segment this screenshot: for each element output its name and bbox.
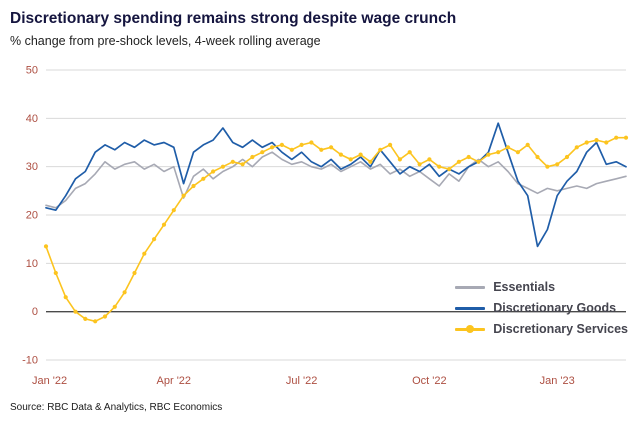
series-marker-dot (181, 193, 186, 198)
series-line-discretionary-services (45, 136, 627, 323)
series-marker-dot (309, 140, 314, 145)
series-marker-dot (427, 157, 432, 162)
series-marker-dot (63, 295, 68, 300)
series-marker-dot (476, 159, 481, 164)
series-marker-dot (525, 142, 530, 147)
series-marker-dot (437, 164, 442, 169)
series-marker-dot (496, 150, 501, 155)
series-marker-dot (191, 183, 196, 189)
essentials-line-swatch (455, 285, 486, 289)
series-marker-dot (417, 162, 422, 167)
series-marker-dot (152, 237, 157, 242)
series-marker-dot (515, 150, 520, 155)
series-marker-dot (614, 135, 619, 140)
series-marker-dot (122, 290, 127, 295)
series-marker-dot (486, 152, 491, 157)
y-axis-tick-label: 30 (26, 161, 38, 173)
series-marker-dot (73, 309, 78, 314)
series-marker-dot (466, 154, 471, 160)
legend-label-discretionary-goods: Discretionary Goods (493, 301, 617, 315)
series-marker-dot (545, 164, 550, 169)
series-marker-dot (388, 142, 393, 147)
series-marker-dot (132, 270, 137, 276)
y-axis-tick-label: 20 (26, 210, 38, 222)
y-axis-tick-label: -10 (22, 355, 38, 367)
series-line-essentials (45, 151, 627, 209)
series-marker-dot (53, 270, 58, 276)
legend-item-essentials: Essentials (455, 280, 628, 294)
y-axis-tick-label: 50 (26, 65, 38, 77)
series-marker-dot (142, 251, 147, 256)
series-marker-dot (574, 145, 579, 150)
legend-label-discretionary-services: Discretionary Services (493, 322, 628, 336)
series-marker-dot (604, 140, 609, 145)
series-marker-dot (240, 162, 245, 167)
source-note: Source: RBC Data & Analytics, RBC Econom… (10, 402, 223, 413)
legend-label-essentials: Essentials (493, 280, 556, 294)
series-marker-dot (289, 147, 294, 152)
series-marker-dot (594, 138, 599, 143)
series-marker-dot (397, 157, 402, 162)
page-title: Discretionary spending remains strong de… (10, 10, 457, 27)
discretionary-services-line-swatch (455, 325, 486, 333)
series-marker-dot (584, 140, 589, 145)
series-marker-dot (230, 159, 235, 164)
discretionary-goods-line-swatch (455, 306, 486, 310)
series-marker-dot (407, 150, 412, 155)
series-marker-dot (358, 152, 363, 157)
series-marker-dot (505, 145, 511, 150)
series-marker-dot (83, 316, 88, 321)
series-marker-dot (260, 150, 265, 155)
y-axis-tick-label: 40 (26, 113, 38, 125)
series-marker-dot (555, 162, 560, 167)
x-axis-tick-label: Oct '22 (412, 375, 447, 387)
series-marker-dot (564, 154, 570, 160)
series-marker-dot (456, 159, 461, 164)
series-marker-dot (161, 222, 167, 227)
y-axis-tick-label: 10 (26, 258, 38, 270)
series-marker-dot (623, 135, 629, 140)
spending-chart: 50 40 30 20 10 0 -10 Jan '22 Apr '22 Jul '22 Oct '… (22, 65, 629, 387)
legend-item-discretionary-goods: Discretionary Goods (455, 301, 628, 315)
legend-dot-marker (466, 325, 475, 333)
series-marker-dot (211, 169, 216, 174)
y-axis-tick-label: 0 (32, 306, 38, 318)
x-axis-tick-label: Jan '22 (32, 375, 67, 387)
series-marker-dot (171, 208, 176, 213)
legend-item-discretionary-services: Discretionary Services (455, 322, 628, 336)
series-marker-dot (329, 145, 334, 150)
x-axis-tick-label: Jul '22 (286, 375, 317, 387)
series-marker-dot (270, 145, 275, 150)
series-marker-dot (102, 314, 108, 319)
series-marker-dot (250, 154, 255, 160)
chart-area: 50 40 30 20 10 0 -10 Jan '22 Apr '22 Jul '22 Oct '… (10, 56, 632, 400)
series-marker-dot (299, 142, 304, 147)
series-marker-dot (112, 304, 117, 309)
chart-subtitle: % change from pre-shock levels, 4-week r… (10, 34, 321, 48)
series-marker-dot (348, 157, 353, 162)
chart-legend: Essentials Discretionary Goods Discretio… (455, 280, 628, 336)
x-axis-tick-label: Apr '22 (157, 375, 192, 387)
series-marker-dot (368, 159, 373, 164)
series-marker-dot (93, 319, 98, 324)
series-marker-dot (279, 142, 284, 147)
series-marker-dot (319, 147, 324, 152)
x-axis-tick-label: Jan '23 (540, 375, 575, 387)
series-marker-dot (201, 176, 206, 181)
series-marker-dot (378, 147, 383, 152)
series-marker-dot (220, 164, 225, 169)
series-marker-dot (447, 167, 452, 172)
series-marker-dot (535, 154, 540, 160)
series-line-discretionary-goods (45, 122, 627, 248)
series-marker-dot (338, 152, 343, 157)
series-marker-dot (43, 244, 49, 249)
